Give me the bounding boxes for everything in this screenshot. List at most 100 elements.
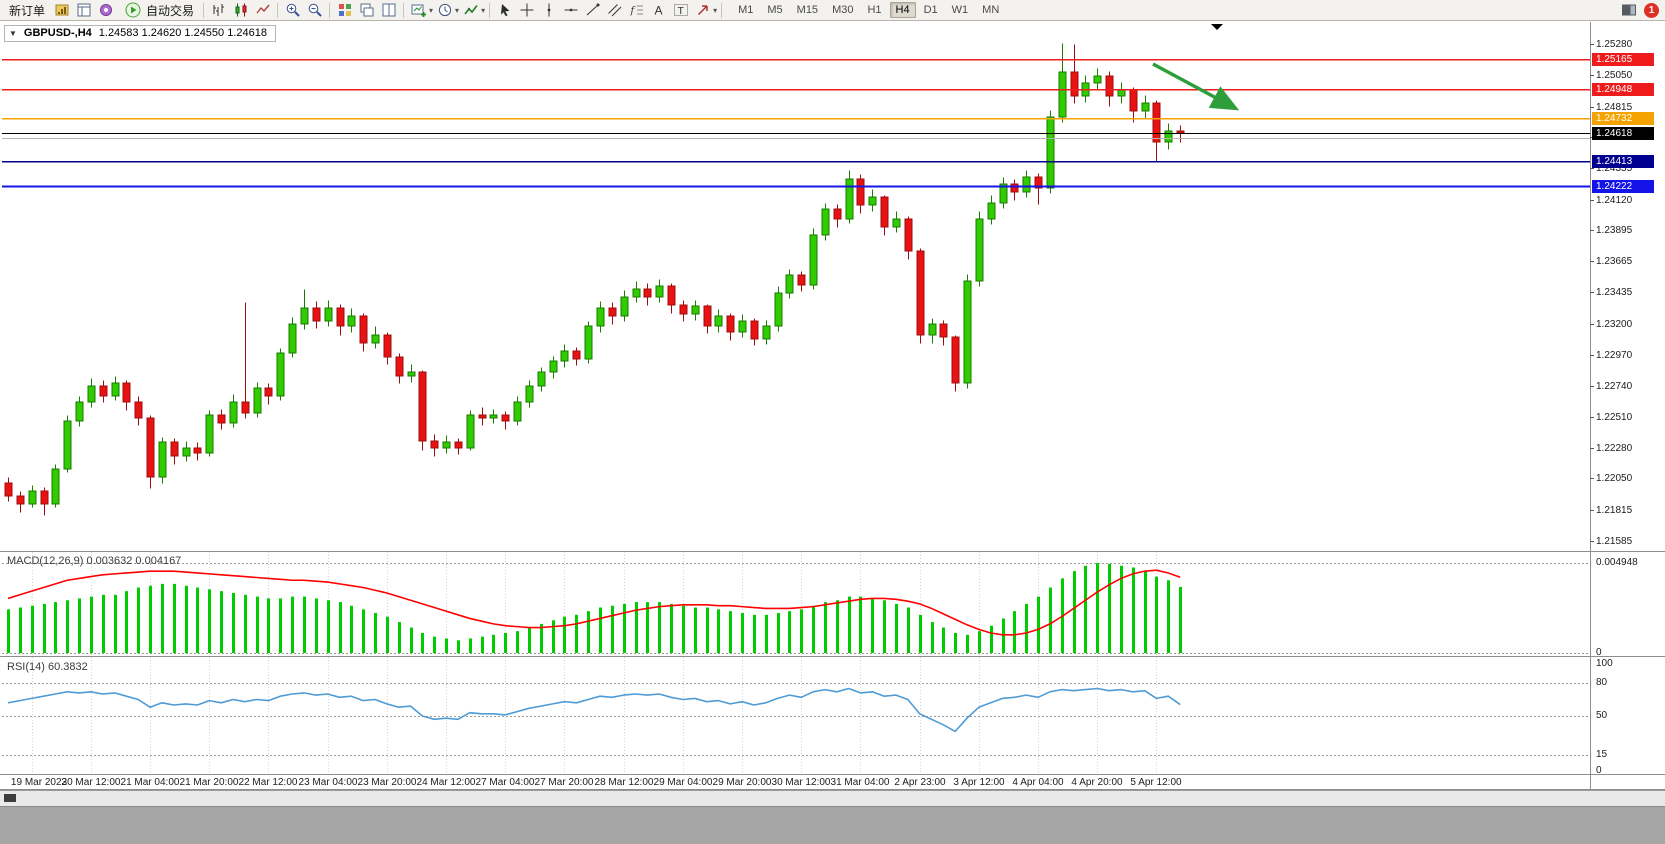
tile-windows-icon[interactable] xyxy=(334,1,355,19)
timeframe-button-m30[interactable]: M30 xyxy=(832,4,854,16)
text-tool-icon[interactable]: A xyxy=(648,1,669,19)
horizontal-line-tool-icon[interactable] xyxy=(560,1,581,19)
time-axis-label: 22 Mar 12:00 xyxy=(238,777,298,788)
rsi-label: RSI(14) 60.3832 xyxy=(7,661,88,673)
rsi-axis-label: 50 xyxy=(1596,710,1608,721)
time-axis-label: 28 Mar 12:00 xyxy=(594,777,654,788)
vertical-line-tool-icon[interactable] xyxy=(538,1,559,19)
status-bar xyxy=(0,806,1665,844)
price-tick-label: 1.24355 xyxy=(1596,162,1633,174)
time-axis-label: 21 Mar 04:00 xyxy=(120,777,180,788)
scrollbar-nub[interactable] xyxy=(4,794,16,802)
timeframe-button-m15[interactable]: M15 xyxy=(796,4,819,16)
new-order-button[interactable]: 新订单 xyxy=(4,1,50,20)
price-tick-label: 1.24120 xyxy=(1596,194,1633,206)
price-tick-label: 1.21815 xyxy=(1596,504,1633,516)
time-axis-label: 27 Mar 20:00 xyxy=(534,777,594,788)
autotrading-button[interactable]: 自动交易 xyxy=(117,0,199,20)
price-tick-label: 1.22050 xyxy=(1596,472,1633,484)
sound-icon[interactable] xyxy=(95,1,116,19)
price-tick-label: 1.25280 xyxy=(1596,38,1633,50)
fibonacci-tool-icon[interactable]: f xyxy=(626,1,647,19)
macd-histogram xyxy=(7,562,1182,653)
indicators-dropdown-icon[interactable]: ▾ xyxy=(481,5,486,15)
period-clock-icon[interactable] xyxy=(434,1,455,19)
notification-badge[interactable]: 1 xyxy=(1644,2,1659,18)
price-tick-label: 1.23895 xyxy=(1596,224,1633,236)
market-watch-icon[interactable] xyxy=(73,1,94,19)
timeframe-toolbar: M1 M5 M15 M30 H1 H4 D1 W1 MN xyxy=(732,2,1005,18)
price-tick-label: 1.23435 xyxy=(1596,286,1633,298)
price-tick-label: 1.25050 xyxy=(1596,69,1633,81)
zoom-in-icon[interactable] xyxy=(282,1,303,19)
svg-text:f: f xyxy=(629,6,636,17)
macd-signal-line xyxy=(7,569,1181,636)
horizontal-level-lines[interactable] xyxy=(2,58,1590,188)
toolbar-separator xyxy=(721,2,723,18)
timeframe-button-d1[interactable]: D1 xyxy=(923,4,938,16)
toolbar-separator xyxy=(277,2,279,18)
bar-chart-mode-icon[interactable] xyxy=(208,1,229,19)
profiles-icon[interactable] xyxy=(51,1,72,19)
rsi-line xyxy=(7,687,1181,733)
price-level-badge: 1.25165 xyxy=(1592,52,1654,66)
time-axis-label: 23 Mar 04:00 xyxy=(298,777,358,788)
price-tick-label: 1.22280 xyxy=(1596,442,1633,454)
new-chart-icon[interactable] xyxy=(408,1,429,19)
downtrend-arrow-annotation[interactable] xyxy=(1152,62,1240,111)
time-axis-label: 5 Apr 12:00 xyxy=(1130,777,1182,788)
price-level-badge: 1.24948 xyxy=(1592,82,1654,96)
channel-tool-icon[interactable] xyxy=(604,1,625,19)
period-dropdown-icon[interactable]: ▾ xyxy=(455,5,460,15)
arrows-dropdown-icon[interactable]: ▾ xyxy=(713,5,718,15)
cursor-tool-icon[interactable] xyxy=(494,1,515,19)
toolbar-right: 1 xyxy=(1618,1,1661,19)
timeframe-button-h1[interactable]: H1 xyxy=(867,4,882,16)
toolbar: 新订单 自动交易 ▾ ▾ ▾ f A T ▾ M1 M5 M15 M30 H1 H4 D1 W… xyxy=(0,0,1665,21)
svg-text:A: A xyxy=(654,4,662,18)
timeframe-button-m1[interactable]: M1 xyxy=(738,4,754,16)
time-axis-label: 2 Apr 23:00 xyxy=(894,777,946,788)
indicators-icon[interactable] xyxy=(460,1,481,19)
autotrading-label: 自动交易 xyxy=(146,3,195,18)
crosshair-tool-icon[interactable] xyxy=(516,1,537,19)
timeframe-button-w1[interactable]: W1 xyxy=(951,4,969,16)
time-axis-label: 21 Mar 20:00 xyxy=(179,777,239,788)
label-tool-icon[interactable]: T xyxy=(670,1,691,19)
timeframe-button-mn[interactable]: MN xyxy=(982,4,1000,16)
rsi-value: 60.3832 xyxy=(47,661,88,673)
cascade-windows-icon[interactable] xyxy=(356,1,377,19)
chart-shift-marker-icon xyxy=(1211,24,1223,30)
zoom-out-icon[interactable] xyxy=(304,1,325,19)
horizontal-scrollbar[interactable] xyxy=(0,790,1665,807)
arrows-tool-icon[interactable] xyxy=(692,1,713,19)
time-axis-label: 31 Mar 04:00 xyxy=(830,777,890,788)
collapse-icon[interactable]: ▼ xyxy=(9,28,17,38)
rsi-axis-label: 80 xyxy=(1596,677,1608,688)
time-axis-label: 29 Mar 20:00 xyxy=(712,777,772,788)
macd-label: MACD(12,26,9) 0.003632 0.004167 xyxy=(7,555,181,567)
line-chart-mode-icon[interactable] xyxy=(252,1,273,19)
candlestick-mode-icon[interactable] xyxy=(230,1,251,19)
new-chart-dropdown-icon[interactable]: ▾ xyxy=(429,5,434,15)
price-tick-label: 1.24815 xyxy=(1596,101,1633,113)
panel-toggle-icon[interactable] xyxy=(1618,1,1639,19)
chart-symbol-period: GBPUSD-,H4 xyxy=(23,27,92,39)
time-axis-label: 29 Mar 04:00 xyxy=(653,777,713,788)
price-tick-label: 1.22510 xyxy=(1596,411,1633,423)
new-order-label: 新订单 xyxy=(9,3,46,18)
chart-title-box: ▼ GBPUSD-,H4 1.24583 1.24620 1.24550 1.2… xyxy=(4,25,276,42)
svg-text:T: T xyxy=(677,5,684,17)
timeframe-button-m5[interactable]: M5 xyxy=(767,4,783,16)
toolbar-separator xyxy=(329,2,331,18)
time-axis-label: 19 Mar 2023 xyxy=(10,777,68,788)
trendline-tool-icon[interactable] xyxy=(582,1,603,19)
price-level-badge: 1.24222 xyxy=(1592,179,1654,193)
time-axis-label: 27 Mar 04:00 xyxy=(475,777,535,788)
toolbar-separator xyxy=(203,2,205,18)
tile-vertical-icon[interactable] xyxy=(378,1,399,19)
panel-gridlines xyxy=(32,552,1157,774)
time-axis-label: 20 Mar 12:00 xyxy=(61,777,121,788)
timeframe-button-h4[interactable]: H4 xyxy=(889,2,916,18)
